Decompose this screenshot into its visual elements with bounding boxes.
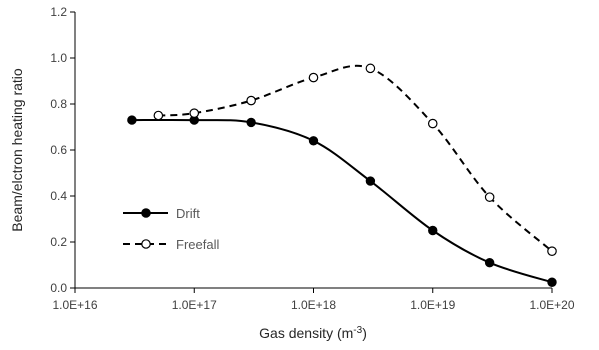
y-tick-label: 0.0 (50, 281, 67, 295)
data-point-drift (428, 225, 438, 236)
x-tick-label: 1.0E+20 (529, 298, 574, 312)
legend-marker-freefall (141, 239, 151, 249)
data-point-drift (246, 117, 256, 128)
data-point-freefall (153, 110, 164, 121)
data-point-drift (127, 115, 137, 125)
data-point-drift (365, 176, 376, 186)
x-tick-label: 1.0E+16 (52, 298, 97, 312)
data-point-drift (308, 136, 319, 146)
data-point-freefall (427, 118, 438, 129)
series-line-freefall (158, 64, 553, 252)
data-point-freefall (547, 246, 557, 256)
y-tick-label: 1.2 (50, 5, 67, 19)
x-tick-label: 1.0E+18 (291, 298, 336, 312)
x-axis-ticks: 1.0E+16 1.0E+17 1.0E+18 1.0E+19 1.0E+20 (52, 288, 575, 312)
legend-label-freefall: Freefall (176, 237, 219, 252)
data-point-drift (547, 277, 557, 287)
x-axis-title-suffix: ) (362, 325, 367, 341)
y-tick-label: 0.2 (50, 235, 67, 249)
legend-marker-drift (141, 208, 151, 218)
x-tick-label: 1.0E+19 (410, 298, 455, 312)
data-point-freefall (189, 108, 200, 118)
plot-area (127, 63, 557, 287)
legend-label-drift: Drift (176, 206, 200, 221)
data-point-freefall (308, 72, 319, 83)
y-tick-label: 0.8 (50, 97, 67, 111)
y-tick-label: 0.6 (50, 143, 67, 157)
legend: Drift Freefall (123, 206, 219, 252)
x-axis-title-superscript: -3 (353, 325, 362, 336)
data-point-freefall (365, 63, 376, 74)
y-axis-ticks: 0.0 0.2 0.4 0.6 0.8 1.0 1.2 (50, 5, 75, 295)
x-axis-title: Gas density (m-3) (259, 325, 367, 341)
data-point-freefall (484, 192, 495, 202)
y-tick-label: 0.4 (50, 189, 67, 203)
y-axis-title: Beam/elctron heating ratio (9, 68, 25, 232)
data-point-drift (484, 258, 495, 268)
data-point-freefall (246, 95, 256, 106)
x-tick-label: 1.0E+17 (172, 298, 217, 312)
y-tick-label: 1.0 (50, 51, 67, 65)
x-axis-title-main: Gas density (m (259, 325, 353, 341)
